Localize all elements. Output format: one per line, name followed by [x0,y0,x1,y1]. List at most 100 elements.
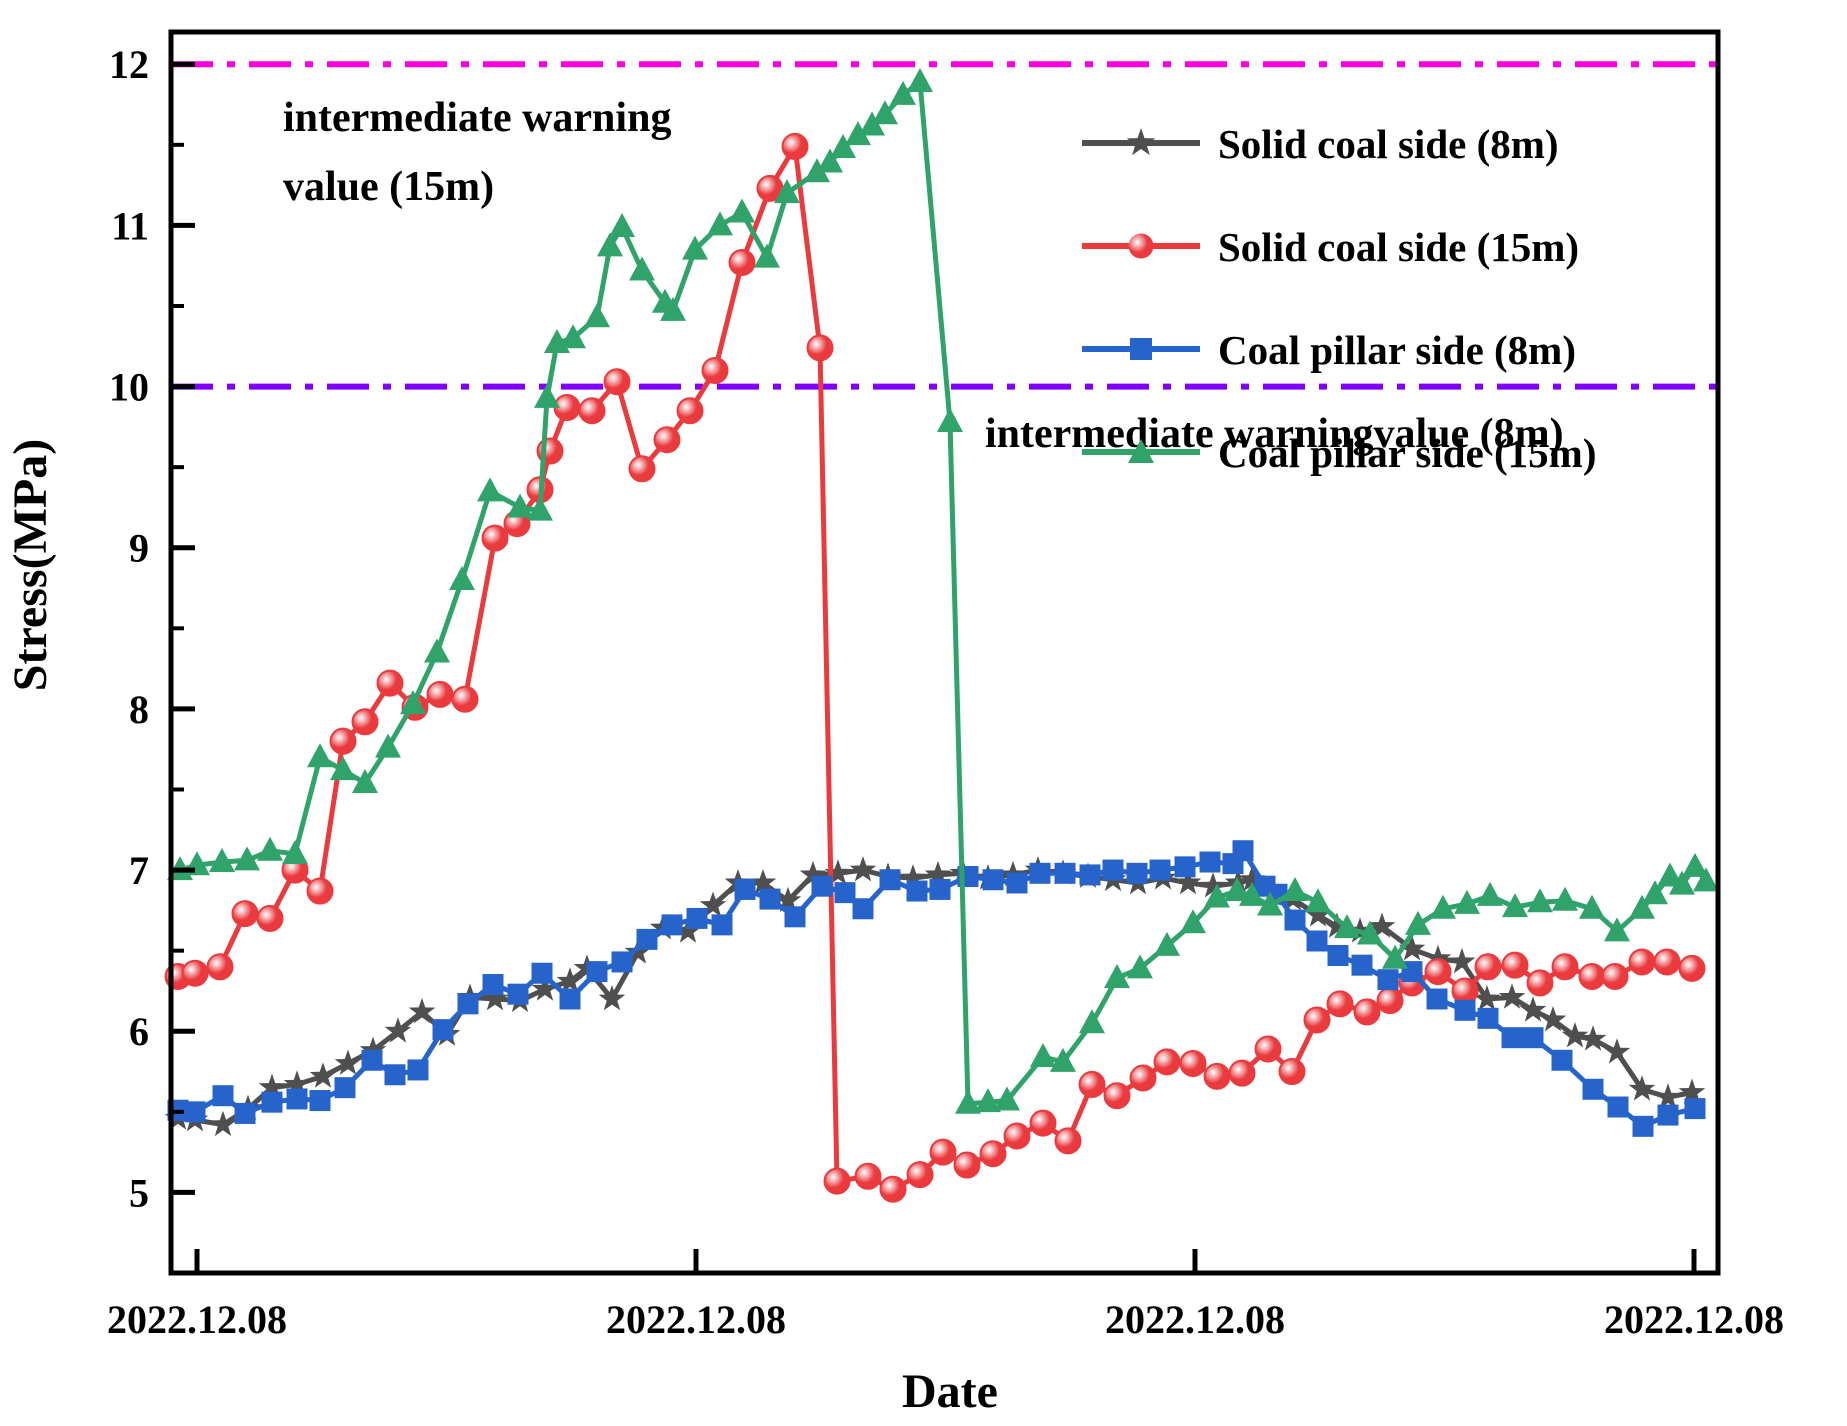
marker-triangle [975,1088,1001,1113]
marker-square [834,882,856,904]
marker-square [334,1077,356,1099]
marker-star [283,1070,311,1096]
marker-star [1424,944,1452,970]
marker-square [852,898,874,920]
marker-circle [1153,1048,1181,1076]
legend-label-coal-pillar-8m: Coal pillar side (8m) [1218,327,1576,373]
marker-square [636,928,658,950]
marker-triangle [424,638,450,663]
marker-circle [481,524,509,552]
marker-triangle [560,324,586,349]
warning-label-15m-line2: value (15m) [283,164,494,210]
marker-circle [1003,1122,1031,1150]
star-icon [1126,128,1156,156]
marker-star [1628,1075,1656,1101]
marker-triangle [400,690,426,715]
marker-triangle [1604,917,1630,942]
marker-star [674,917,702,943]
marker-star [531,975,559,1001]
marker-triangle [375,733,401,758]
marker-square [234,1102,256,1124]
marker-square [1199,851,1221,873]
marker-circle [206,953,234,981]
marker-circle [1029,1109,1057,1137]
marker-circle [256,904,284,932]
marker-triangle [449,565,475,590]
marker-star [359,1036,387,1062]
marker-circle [1501,951,1529,979]
marker-circle [306,877,334,905]
marker-triangle [859,111,885,136]
marker-square [407,1059,429,1081]
warning-label-8m: intermediate warningvalue (8m) [985,411,1564,457]
marker-circle [1376,987,1404,1015]
marker-square [734,878,756,900]
marker-circle [854,1162,882,1190]
marker-circle [781,132,809,160]
marker-triangle [1454,889,1480,914]
marker-square [531,962,553,984]
marker-triangle [609,213,635,238]
marker-triangle [1579,894,1605,919]
marker-triangle [1030,1043,1056,1068]
marker-triangle [477,477,503,502]
marker-circle [1551,953,1579,981]
marker-square [611,951,633,973]
marker-square [384,1064,406,1086]
x-tick-label: 2022.12.08 [107,1297,287,1342]
marker-triangle [907,67,933,92]
marker-triangle [1357,920,1383,945]
marker-square [879,869,901,891]
marker-star [1199,872,1227,898]
marker-star [1174,869,1202,895]
marker-circle [1474,953,1502,981]
marker-star [1561,1022,1589,1048]
marker-square [1149,859,1171,881]
marker-circle [1254,1035,1282,1063]
marker-square [906,880,928,902]
series-line [177,848,1696,1129]
series-line [177,143,1693,1192]
legend-entry-coal-pillar-15m: Coal pillar side (15m) [1082,430,1597,476]
marker-circle [728,248,756,276]
legend-label-solid-coal-8m: Solid coal side (8m) [1218,121,1559,167]
marker-triangle [507,493,533,518]
marker-circle [1103,1082,1131,1110]
marker-square [1029,862,1051,884]
marker-square [361,1049,383,1071]
x-tick-label: 2022.12.08 [1604,1297,1784,1342]
marker-triangle [1669,870,1695,895]
marker-square [1306,930,1328,952]
marker-star [1448,947,1476,974]
marker-square [1126,862,1148,884]
y-axis-title: Stress(MPa) [4,439,57,691]
marker-circle [1278,1058,1306,1086]
marker-circle [376,669,404,697]
marker-square [212,1085,234,1107]
marker-square [686,907,708,929]
marker-triangle [804,158,830,183]
marker-square [784,906,806,928]
marker-star [1654,1083,1682,1109]
marker-star [598,985,626,1011]
marker-triangle [937,408,963,433]
marker-square [482,974,504,996]
series-coal-pillar-side-15m- [167,67,1719,1114]
marker-square [1284,909,1306,931]
marker-triangle [1657,862,1683,887]
marker-triangle [1305,888,1331,913]
marker-star [1498,983,1526,1009]
marker-triangle [1405,910,1431,935]
marker-circle [1601,962,1629,990]
marker-triangle [1642,880,1668,905]
marker-square [1551,1049,1573,1071]
marker-star [384,1017,412,1043]
marker-circle [979,1140,1007,1168]
marker-triangle [872,100,898,125]
marker-circle [676,397,704,425]
legend-label-coal-pillar-15m: Coal pillar side (15m) [1218,430,1597,476]
marker-triangle [774,179,800,204]
marker-circle [906,1161,934,1189]
marker-circle [929,1138,957,1166]
